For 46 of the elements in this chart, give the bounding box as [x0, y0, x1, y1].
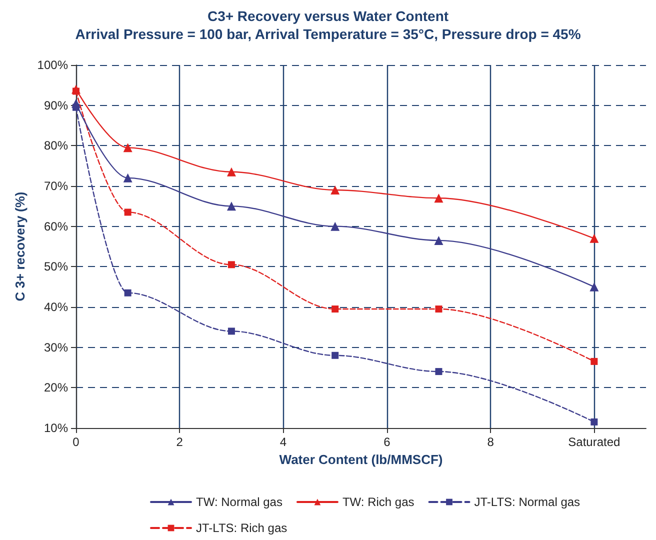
point [332, 306, 339, 313]
x-tick-label: 8 [487, 435, 494, 449]
y-tick-label: 100% [37, 58, 68, 72]
chart-title: C3+ Recovery versus Water Content [207, 8, 449, 24]
point [72, 84, 80, 94]
y-tick-label: 30% [44, 340, 68, 354]
point [226, 167, 236, 176]
point [124, 289, 132, 296]
y-tick-label: 60% [44, 219, 68, 234]
x-tick-label: 0 [72, 435, 80, 449]
chart-subtitle: Arrival Pressure = 100 bar, Arrival Temperature = 35°C, Pressure drop = 45% [75, 26, 582, 42]
legend-label: JT-LTS: Rich gas [196, 521, 288, 535]
y-tick-label: 10% [44, 421, 68, 435]
point [124, 208, 132, 216]
point [123, 173, 132, 182]
point [590, 358, 598, 365]
legend-label: JT-LTS: Normal gas [474, 495, 580, 509]
point [434, 194, 444, 203]
point [330, 186, 340, 195]
legend-label: TW: Rich gas [342, 495, 414, 509]
y-tick-label: 20% [44, 380, 68, 395]
point [435, 306, 442, 313]
point [590, 282, 599, 292]
legend-label: TW: Normal gas [196, 495, 282, 509]
point [72, 98, 80, 108]
y-tick-label: 40% [44, 300, 68, 314]
point [332, 352, 339, 359]
x-axis-title: Water Content (lb/MMSCF) [279, 452, 443, 467]
x-tick-label: Saturated [568, 435, 620, 449]
point [435, 368, 442, 376]
point [228, 328, 235, 335]
point [434, 236, 444, 245]
x-tick-label: 6 [384, 435, 391, 449]
x-tick-label: 4 [280, 435, 287, 449]
point [123, 143, 132, 152]
x-tick-label: 2 [176, 435, 184, 449]
y-tick-label: 90% [44, 98, 68, 112]
point [226, 202, 236, 211]
y-axis-title: C 3+ recovery (%) [12, 192, 28, 302]
point [590, 418, 598, 426]
point [590, 234, 599, 243]
y-tick-label: 50% [44, 260, 68, 274]
y-tick-label: 80% [44, 138, 68, 153]
y-tick-label: 70% [44, 179, 68, 193]
point [228, 261, 235, 268]
point [330, 222, 340, 231]
